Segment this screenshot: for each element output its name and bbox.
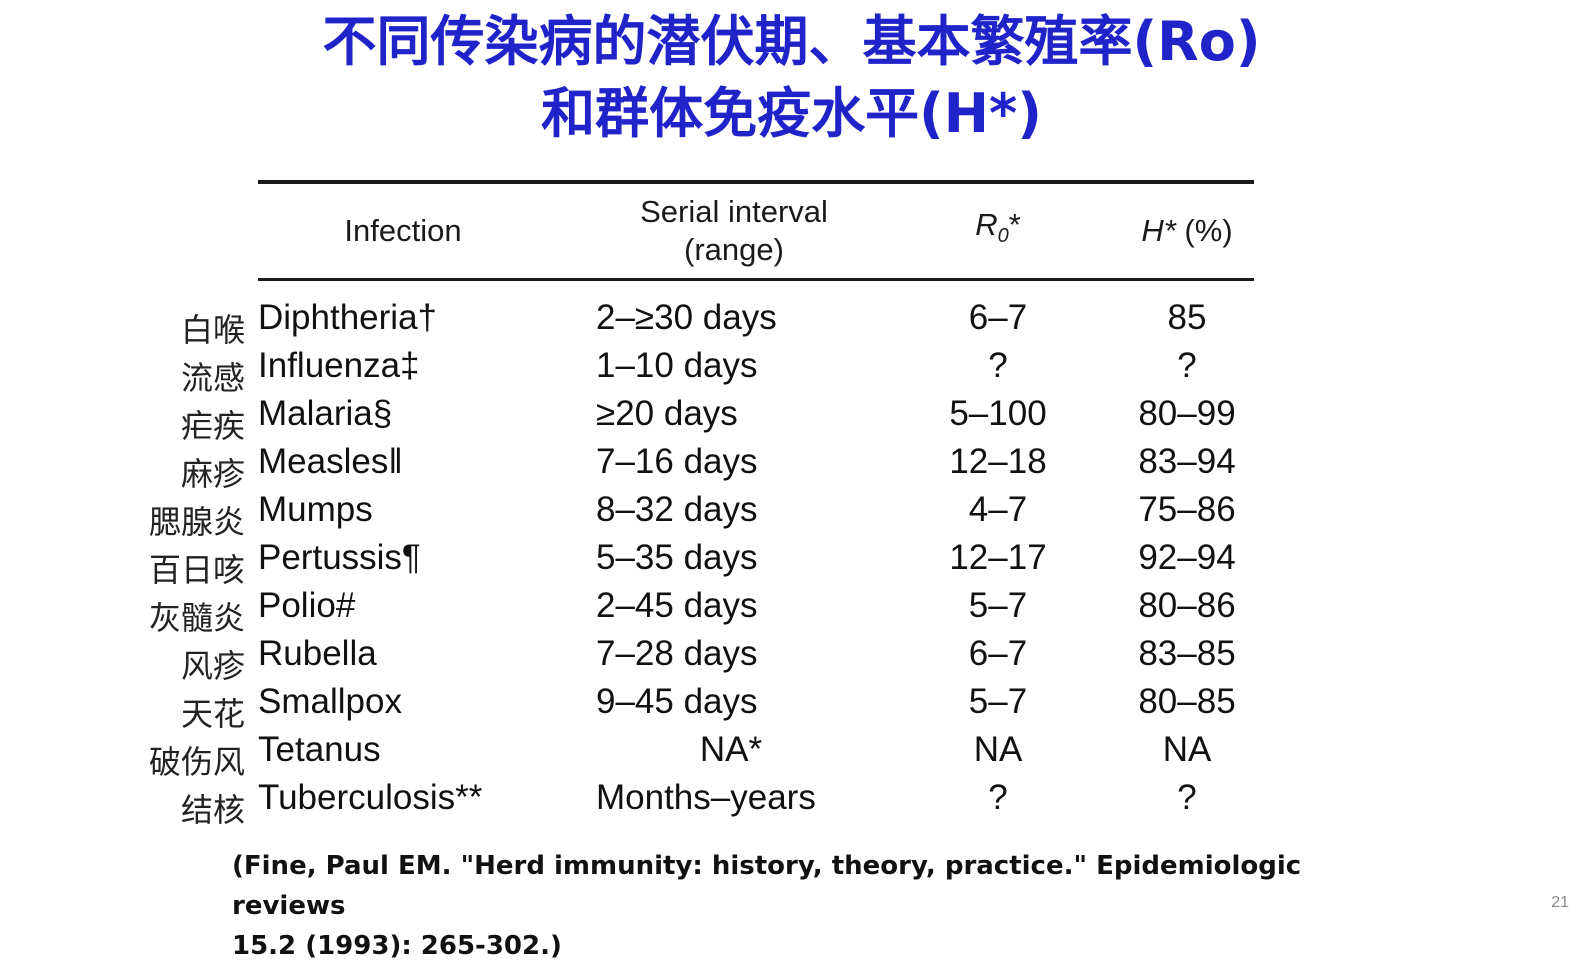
header-r0-main: R (975, 207, 998, 243)
table-header-rule (258, 278, 1254, 281)
row-chinese-name: 灰髓炎 (148, 599, 245, 637)
row-infection: Measles‖ (258, 442, 403, 481)
row-chinese-name: 天花 (180, 695, 245, 733)
row-serial-interval: 1–10 days (596, 346, 758, 385)
table-row: 风疹 Rubella 7–28 days 6–7 83–85 (0, 630, 1583, 685)
row-herd-immunity: 80–85 (1138, 682, 1236, 721)
row-serial-interval: 2–≥30 days (596, 298, 777, 337)
header-herd-immunity: H* (%) (1120, 188, 1254, 274)
row-chinese-name: 流感 (180, 359, 245, 397)
row-r0: NA (973, 730, 1023, 769)
header-serial-line2: (range) (684, 232, 784, 267)
header-serial-line1: Serial interval (640, 194, 828, 229)
citation: (Fine, Paul EM. "Herd immunity: history,… (232, 846, 1352, 966)
citation-line-2: 15.2 (1993): 265-302.) (232, 931, 562, 961)
table-row: 结核 Tuberculosis** Months–years?? (0, 774, 1583, 829)
table-row: 腮腺炎 Mumps 8–32 days 4–7 75–86 (0, 486, 1583, 541)
row-chinese-name: 麻疹 (180, 455, 245, 493)
row-herd-immunity: 80–99 (1138, 394, 1236, 433)
table-row: 疟疾 Malaria§ ≥20 days 5–100 80–99 (0, 390, 1583, 445)
header-infection-label: Infection (344, 213, 462, 248)
header-h-suffix: (%) (1175, 213, 1233, 248)
table-row: 天花 Smallpox 9–45 days 5–7 80–85 (0, 678, 1583, 733)
slide-title: 不同传染病的潜伏期、基本繁殖率(Ro) 和群体免疫水平(H*) (0, 6, 1583, 150)
row-infection: Smallpox (258, 682, 402, 721)
header-r0-sub: 0 (997, 225, 1009, 248)
header-r0-suffix: * (1008, 207, 1021, 243)
row-infection: Influenza‡ (258, 346, 420, 385)
citation-line-1: (Fine, Paul EM. "Herd immunity: history,… (232, 851, 1302, 921)
row-infection: Mumps (258, 490, 373, 529)
row-infection: Polio# (258, 586, 356, 625)
row-herd-immunity: ? (1177, 346, 1197, 385)
row-herd-immunity: NA (1162, 730, 1212, 769)
row-serial-interval: 2–45 days (596, 586, 758, 625)
row-chinese-name: 破伤风 (148, 743, 245, 781)
row-infection: Diphtheria† (258, 298, 437, 337)
table-row: 流感 Influenza‡ 1–10 days?? (0, 342, 1583, 397)
row-r0: 12–18 (949, 442, 1047, 481)
header-r0: R0* (928, 188, 1068, 274)
row-r0: ? (988, 778, 1008, 817)
row-r0: 5–100 (949, 394, 1047, 433)
row-serial-interval: 8–32 days (596, 490, 758, 529)
row-r0: 12–17 (949, 538, 1047, 577)
row-infection: Malaria§ (258, 394, 393, 433)
row-serial-interval: Months–years (596, 778, 816, 817)
page-number: 21 (1551, 894, 1569, 911)
table-row: 百日咳 Pertussis¶ 5–35 days 12–17 92–94 (0, 534, 1583, 589)
row-herd-immunity: ? (1177, 778, 1197, 817)
row-herd-immunity: 75–86 (1138, 490, 1236, 529)
row-serial-interval: 7–28 days (596, 634, 758, 673)
row-infection: Tetanus (258, 730, 381, 769)
row-serial-interval: 7–16 days (596, 442, 758, 481)
row-serial-interval: NA* (699, 730, 763, 769)
row-herd-immunity: 92–94 (1138, 538, 1236, 577)
title-line-2: 和群体免疫水平(H*) (541, 82, 1042, 145)
row-herd-immunity: 80–86 (1138, 586, 1236, 625)
title-line-1: 不同传染病的潜伏期、基本繁殖率(Ro) (322, 10, 1261, 73)
row-serial-interval: 9–45 days (596, 682, 758, 721)
row-r0: ? (988, 346, 1008, 385)
row-chinese-name: 百日咳 (148, 551, 245, 589)
row-chinese-name: 疟疾 (180, 407, 245, 445)
row-r0: 6–7 (968, 298, 1028, 337)
table-top-rule (258, 180, 1254, 184)
row-serial-interval: 5–35 days (596, 538, 758, 577)
table-row: 灰髓炎 Polio# 2–45 days 5–7 80–86 (0, 582, 1583, 637)
header-h-italic: H* (1141, 213, 1176, 248)
row-r0: 6–7 (968, 634, 1028, 673)
table-row: 麻疹 Measles‖ 7–16 days 12–18 83–94 (0, 438, 1583, 493)
row-herd-immunity: 83–94 (1138, 442, 1236, 481)
row-chinese-name: 腮腺炎 (148, 503, 245, 541)
header-infection: Infection (258, 188, 548, 274)
row-serial-interval: ≥20 days (596, 394, 738, 433)
row-chinese-name: 结核 (180, 791, 245, 829)
row-infection: Pertussis¶ (258, 538, 421, 577)
row-infection: Rubella (258, 634, 377, 673)
row-herd-immunity: 83–85 (1138, 634, 1236, 673)
table-row: 破伤风 Tetanus NA* NA NA (0, 726, 1583, 781)
row-infection: Tuberculosis** (258, 778, 483, 817)
row-r0: 5–7 (968, 682, 1028, 721)
row-r0: 5–7 (968, 586, 1028, 625)
row-herd-immunity: 85 (1167, 298, 1207, 337)
row-chinese-name: 白喉 (180, 311, 245, 349)
header-serial-interval: Serial interval (range) (596, 188, 872, 274)
table-row: 白喉 Diphtheria† 2–≥30 days 6–7 85 (0, 294, 1583, 349)
row-chinese-name: 风疹 (180, 647, 245, 685)
row-r0: 4–7 (968, 490, 1028, 529)
